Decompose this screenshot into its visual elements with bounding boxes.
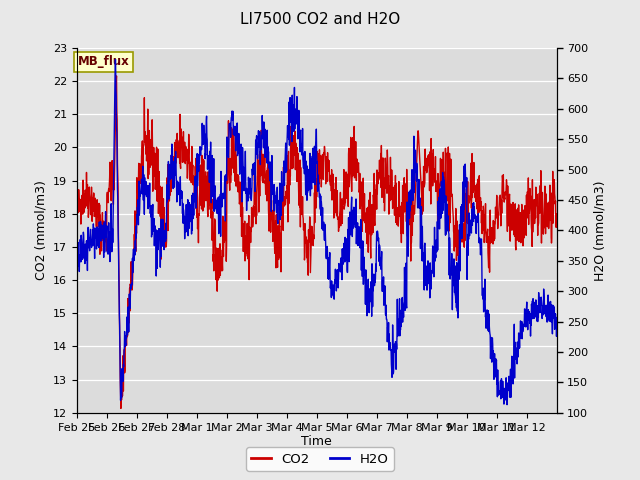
Text: LI7500 CO2 and H2O: LI7500 CO2 and H2O — [240, 12, 400, 27]
Text: MB_flux: MB_flux — [78, 55, 129, 68]
Y-axis label: H2O (mmol/m3): H2O (mmol/m3) — [594, 180, 607, 281]
X-axis label: Time: Time — [301, 435, 332, 448]
Legend: CO2, H2O: CO2, H2O — [246, 447, 394, 471]
Y-axis label: CO2 (mmol/m3): CO2 (mmol/m3) — [35, 180, 47, 280]
